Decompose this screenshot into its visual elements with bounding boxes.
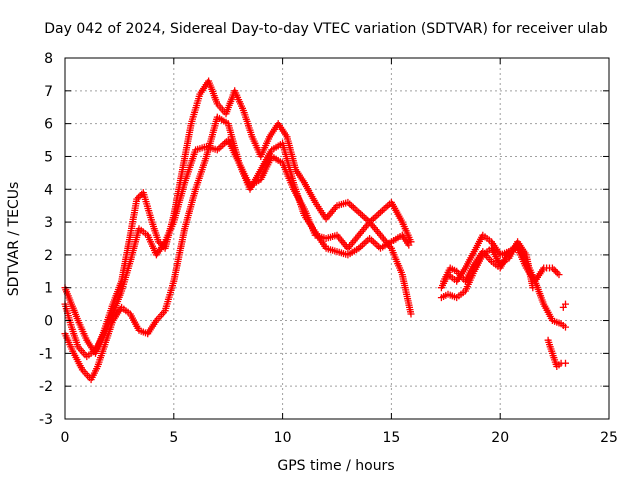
series-track-e	[437, 238, 537, 302]
data-point	[552, 267, 560, 275]
data-point	[553, 269, 561, 277]
y-axis-title: SDTVAR / TECUs	[6, 182, 22, 297]
data-point	[562, 323, 569, 331]
tick-labels: 0 5 10 15 20 25 -3 -2 -1 0 1 2 3 4 5 6 7 8	[39, 51, 618, 446]
x-tick-label: 25	[600, 430, 618, 446]
y-tick-label: -3	[39, 412, 53, 428]
x-axis-title: GPS time / hours	[277, 458, 394, 474]
data-point	[555, 271, 563, 279]
data-point	[562, 359, 569, 367]
data-point	[155, 238, 163, 246]
data-marks	[61, 77, 569, 384]
y-tick-label: -2	[39, 379, 53, 395]
y-tick-label: 6	[44, 117, 53, 133]
y-tick-label: 2	[44, 248, 53, 264]
x-tick-label: 0	[61, 430, 70, 446]
data-point	[407, 310, 415, 318]
data-point	[133, 195, 141, 203]
data-point	[550, 266, 558, 274]
y-tick-label: 0	[44, 314, 53, 330]
x-tick-label: 15	[382, 430, 400, 446]
data-point	[562, 300, 569, 308]
plot-frame	[64, 57, 610, 420]
y-tick-label: -1	[39, 346, 53, 362]
series-track-c	[61, 113, 413, 384]
data-point	[405, 241, 413, 249]
series-track-h	[559, 300, 569, 311]
y-tick-label: 7	[44, 84, 53, 100]
y-tick-label: 4	[44, 182, 53, 198]
y-tick-label: 3	[44, 215, 53, 231]
x-tick-label: 5	[169, 430, 178, 446]
y-tick-label: 1	[44, 281, 53, 297]
y-tick-label: 5	[44, 149, 53, 165]
data-point	[362, 238, 370, 246]
y-tick-label: 8	[44, 51, 53, 67]
axis-ticks	[64, 57, 610, 420]
chart-title: Day 042 of 2024, Sidereal Day-to-day VTE…	[44, 21, 608, 37]
x-tick-label: 10	[274, 430, 292, 446]
data-point	[377, 208, 384, 216]
data-point	[529, 284, 537, 292]
x-tick-label: 20	[491, 430, 509, 446]
data-point	[136, 192, 144, 200]
series-track-g	[544, 336, 569, 370]
series-track-d	[437, 231, 569, 331]
series-track-f	[440, 244, 563, 285]
